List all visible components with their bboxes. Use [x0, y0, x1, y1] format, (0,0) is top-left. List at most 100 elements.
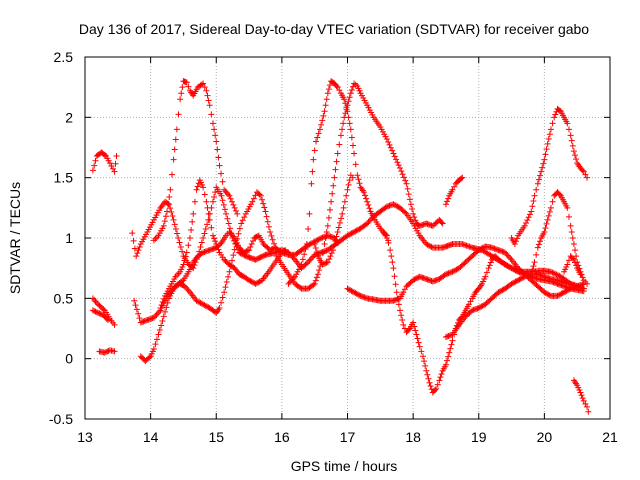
data-point — [101, 152, 108, 159]
data-point — [459, 241, 466, 248]
data-point — [411, 323, 418, 330]
data-point — [513, 277, 520, 284]
data-point — [333, 158, 340, 165]
data-point — [556, 191, 563, 198]
data-point — [211, 193, 218, 200]
data-point — [545, 291, 552, 298]
data-point — [172, 136, 179, 143]
data-point — [356, 292, 363, 299]
data-point — [459, 174, 466, 181]
data-point — [537, 238, 543, 245]
data-point — [305, 259, 312, 266]
data-point — [174, 230, 181, 237]
data-point — [179, 278, 186, 285]
data-point — [389, 259, 396, 266]
data-points — [89, 78, 592, 415]
data-point — [246, 247, 253, 254]
data-point — [198, 300, 205, 307]
data-point — [323, 259, 330, 266]
data-point — [159, 317, 166, 324]
data-point — [327, 82, 333, 89]
data-point — [397, 165, 403, 172]
x-axis-label: GPS time / hours — [291, 458, 398, 474]
data-point — [550, 270, 557, 277]
data-point — [412, 275, 419, 282]
data-point — [316, 267, 323, 274]
data-point — [348, 230, 355, 237]
data-point — [505, 263, 512, 270]
data-point — [546, 208, 553, 215]
data-point — [218, 170, 225, 177]
data-point — [303, 260, 310, 267]
data-point — [479, 244, 486, 251]
data-point — [405, 191, 412, 198]
data-point — [322, 102, 329, 109]
data-point — [208, 224, 215, 231]
data-point — [313, 138, 319, 145]
data-point — [549, 120, 556, 127]
data-point — [176, 239, 183, 246]
data-point — [467, 298, 474, 305]
data-point — [390, 201, 397, 208]
data-point — [423, 241, 430, 248]
data-point — [433, 385, 440, 392]
data-point — [538, 168, 545, 175]
data-point — [424, 371, 431, 378]
data-point — [520, 274, 527, 281]
data-point — [499, 287, 506, 294]
data-point — [444, 357, 451, 364]
data-point — [268, 246, 275, 253]
data-point — [428, 243, 435, 250]
data-point — [391, 201, 398, 208]
data-point — [321, 108, 328, 115]
x-tick-label: 16 — [274, 429, 290, 445]
data-point — [462, 242, 469, 249]
data-point — [232, 207, 239, 214]
data-point — [344, 108, 351, 115]
data-point — [263, 213, 270, 220]
data-point — [130, 237, 137, 244]
data-point — [382, 204, 389, 211]
data-point — [572, 259, 578, 266]
data-point — [167, 205, 174, 212]
data-point — [352, 161, 359, 168]
data-point — [438, 219, 445, 226]
data-point — [424, 241, 431, 248]
data-point — [205, 210, 212, 217]
series-arc-14 — [380, 228, 587, 396]
data-point — [238, 220, 245, 227]
data-point — [537, 172, 543, 179]
data-point — [479, 302, 486, 309]
data-point — [584, 280, 591, 287]
data-point — [135, 247, 142, 254]
data-point — [250, 279, 256, 286]
data-point — [345, 231, 352, 238]
data-point — [305, 242, 312, 249]
data-point — [400, 321, 407, 328]
data-point — [129, 230, 136, 237]
data-point — [441, 272, 448, 279]
data-point — [209, 198, 216, 205]
data-point — [504, 262, 511, 269]
data-point — [315, 130, 322, 137]
data-point — [201, 230, 208, 237]
data-point — [330, 182, 337, 189]
data-point — [573, 253, 580, 260]
data-point — [257, 192, 264, 199]
data-point — [239, 217, 246, 224]
data-point — [131, 297, 138, 304]
data-point — [177, 96, 184, 103]
data-point — [345, 181, 352, 188]
data-point — [551, 114, 558, 121]
data-point — [496, 288, 503, 295]
data-point — [248, 278, 255, 285]
data-point — [333, 233, 340, 240]
data-point — [190, 210, 197, 217]
data-point — [256, 278, 263, 285]
data-point — [167, 186, 174, 193]
data-point — [219, 294, 226, 301]
data-point — [303, 241, 310, 248]
data-point — [165, 201, 172, 208]
data-point — [545, 136, 552, 143]
data-point — [156, 327, 163, 334]
